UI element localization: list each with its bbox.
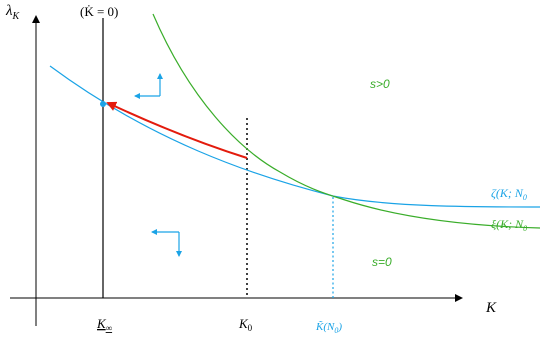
xi-curve (152, 13, 540, 229)
k0-tick-label: K0 (238, 316, 253, 333)
y-axis-label: λK (5, 3, 21, 22)
saddle-path (106, 101, 248, 159)
xi-curve-label: ξ(K; N0 (491, 217, 527, 233)
x-axis-label: K (485, 300, 497, 316)
steady-state-point (100, 101, 106, 107)
region-lower-label: s=0 (372, 255, 392, 269)
kdot-zero-label: (K̇ = 0) (80, 4, 118, 19)
up-left-arrow-icon (134, 73, 163, 99)
region-upper-label: s>0 (370, 77, 390, 91)
k-inf-tick-label: K∞ (96, 316, 112, 333)
down-left-arrow-icon (151, 229, 182, 257)
k-tilde-tick-label: K̃(N0) (315, 320, 342, 335)
zeta-curve-label: ζ(K; N0 (491, 186, 527, 202)
zeta-curve (49, 65, 540, 208)
